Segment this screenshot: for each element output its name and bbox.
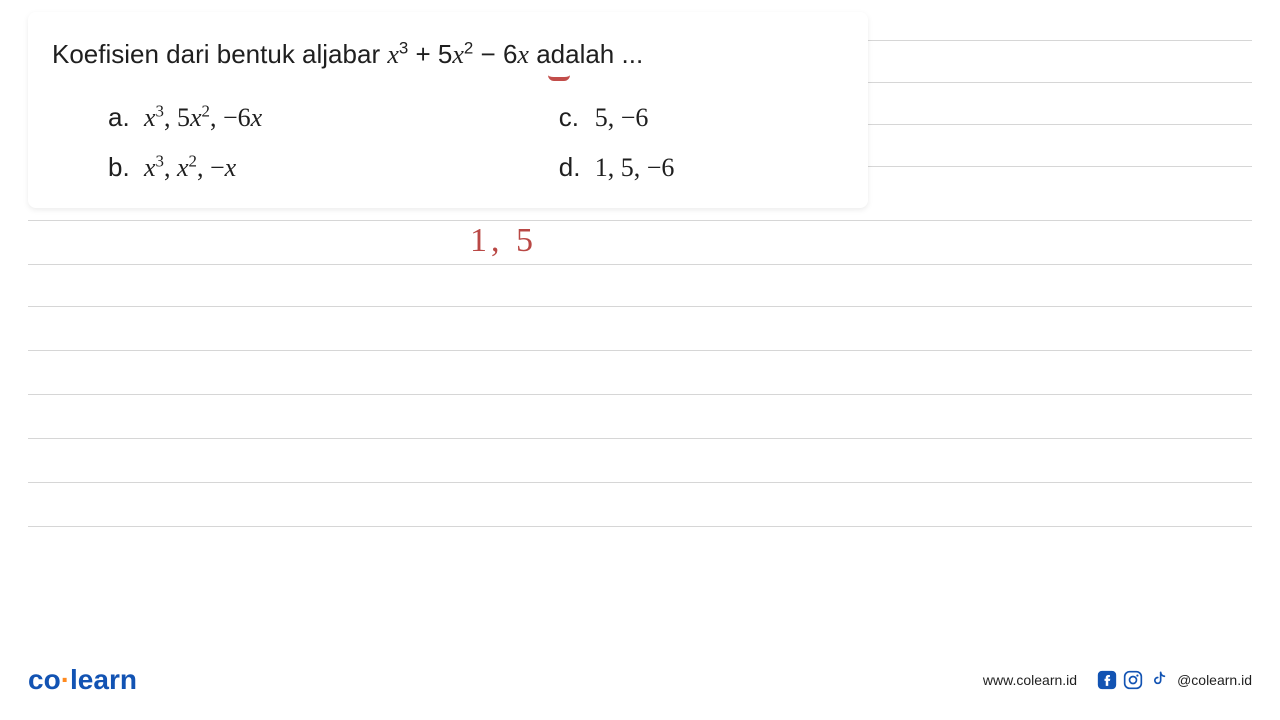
question-prefix: Koefisien dari bentuk aljabar — [52, 39, 387, 69]
social-icons: @colearn.id — [1097, 670, 1252, 690]
facebook-icon — [1097, 670, 1117, 690]
question-expression: x3 + 5x2 − 6x — [387, 39, 529, 69]
question-text: Koefisien dari bentuk aljabar x3 + 5x2 −… — [52, 36, 844, 73]
paper-line — [28, 220, 1252, 221]
paper-line — [28, 264, 1252, 265]
question-suffix: adalah ... — [529, 39, 643, 69]
paper-line — [28, 394, 1252, 395]
options: a. x3, 5x2, −6x b. x3, x2, −x c. 5, −6 d… — [52, 97, 844, 188]
option-d-label: d. — [559, 147, 595, 187]
option-d: d. 1, 5, −6 — [559, 147, 844, 188]
logo-pre: co — [28, 664, 61, 695]
question-card: Koefisien dari bentuk aljabar x3 + 5x2 −… — [28, 12, 868, 208]
paper-line — [28, 482, 1252, 483]
logo-dot: · — [61, 664, 70, 695]
option-a-value: x3, 5x2, −6x — [144, 98, 262, 138]
paper-line — [28, 438, 1252, 439]
paper-line — [28, 350, 1252, 351]
handwritten-annotation: 1, 5 — [470, 222, 537, 260]
brand-logo: co·learn — [28, 664, 137, 696]
option-c-value: 5, −6 — [595, 97, 649, 138]
option-c: c. 5, −6 — [559, 97, 844, 138]
footer-url: www.colearn.id — [983, 672, 1077, 688]
paper-line — [28, 526, 1252, 527]
footer-right: www.colearn.id @colearn.id — [983, 670, 1252, 690]
instagram-icon — [1123, 670, 1143, 690]
option-c-label: c. — [559, 97, 595, 137]
social-handle: @colearn.id — [1177, 672, 1252, 688]
logo-post: learn — [70, 664, 137, 695]
option-d-value: 1, 5, −6 — [595, 147, 675, 188]
option-b-label: b. — [108, 147, 144, 187]
footer: co·learn www.colearn.id @colearn.id — [28, 664, 1252, 696]
option-a: a. x3, 5x2, −6x — [108, 97, 559, 138]
paper-line — [28, 306, 1252, 307]
option-b-value: x3, x2, −x — [144, 148, 236, 188]
options-col-left: a. x3, 5x2, −6x b. x3, x2, −x — [52, 97, 559, 188]
option-a-label: a. — [108, 97, 144, 137]
option-b: b. x3, x2, −x — [108, 147, 559, 188]
options-col-right: c. 5, −6 d. 1, 5, −6 — [559, 97, 844, 188]
tiktok-icon — [1149, 670, 1169, 690]
red-underline-annotation — [548, 75, 570, 81]
